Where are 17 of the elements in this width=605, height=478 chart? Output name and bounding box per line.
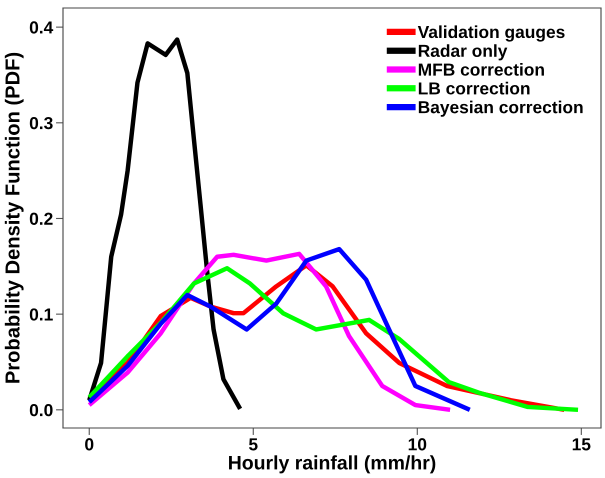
legend-label: Radar only [418, 44, 508, 60]
x-tick-label: 15 [572, 438, 590, 450]
y-tick-label: 0.0 [30, 404, 53, 416]
legend-label: LB correction [418, 82, 530, 95]
x-axis-title: Hourly rainfall (mm/hr) [229, 455, 436, 474]
legend-label: MFB correction [418, 63, 544, 76]
x-tick-label: 10 [408, 438, 426, 450]
legend-label: Bayesian correction [418, 100, 583, 117]
y-axis-title: Probability Density Function (PDF) [4, 52, 24, 383]
legend-label: Validation gauges [418, 25, 565, 42]
y-tick-label: 0.3 [30, 116, 53, 130]
line-series [87, 37, 242, 412]
y-tick-label: 0.4 [30, 21, 54, 34]
x-tick-label: 0 [85, 438, 94, 450]
x-tick-label: 5 [248, 438, 258, 450]
y-tick-label: 0.2 [30, 212, 53, 225]
y-tick-label: 0.1 [30, 308, 53, 321]
